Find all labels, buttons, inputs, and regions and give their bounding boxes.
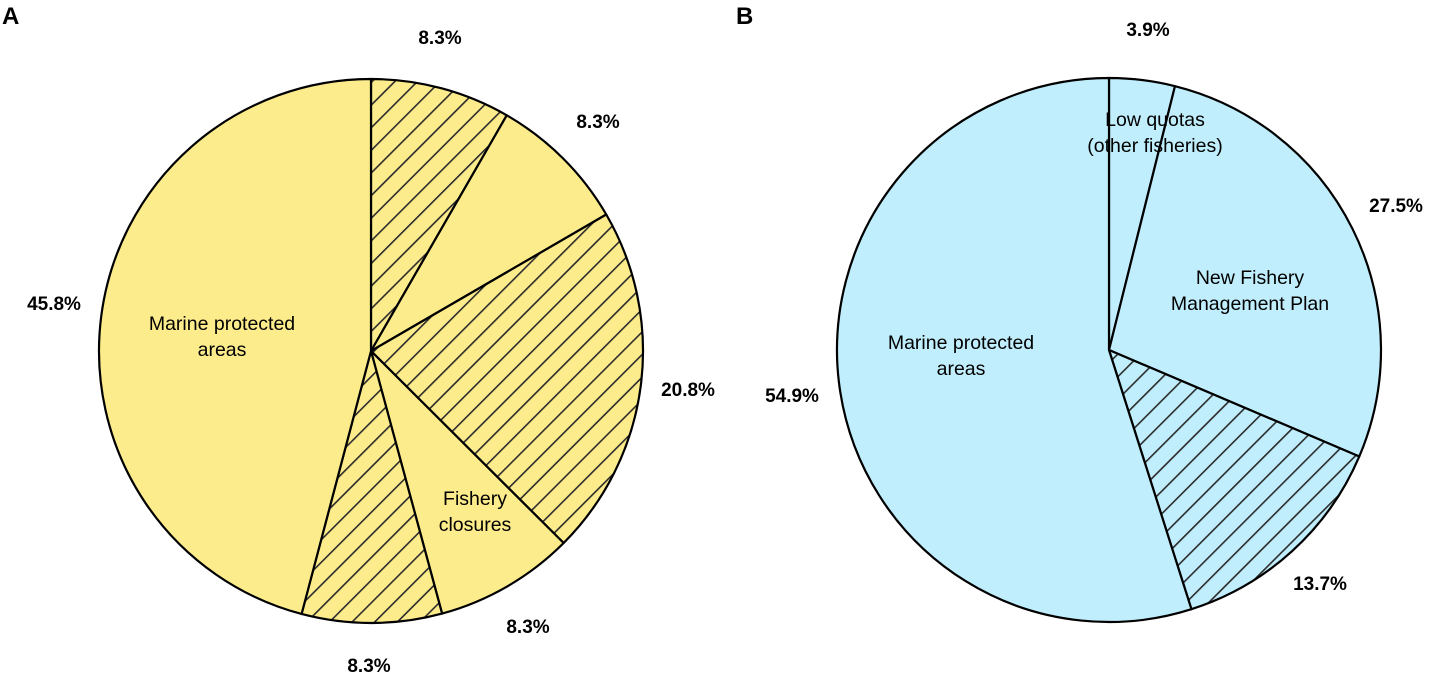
pie-chart-a: 8.3% 8.3% 20.8% 8.3% Fishery closures 8.3% 45.8… [27,28,715,677]
pie-b-slice-2 [1107,85,1383,458]
pie-b-pct-label-4: 54.9% [765,386,819,407]
pie-b-pct-label-3: 13.7% [1293,574,1347,595]
pie-a-pct-label-5: 8.3% [347,656,390,677]
pie-b-free-label-1-line-2: (other fisheries) [1087,135,1222,157]
pie-a-slice-2 [369,114,608,353]
panel-a-letter: A [2,3,19,30]
pie-a-pct-label-3: 20.8% [661,380,715,401]
pie-b-pct-label-2: 27.5% [1369,196,1423,217]
pie-b-pct-label-1: 3.9% [1126,20,1169,41]
pie-b-slice-2-label-line-2: Management Plan [1171,293,1329,315]
pie-a-pct-label-1: 8.3% [418,28,461,49]
pie-a-slice-4-label-line-2: closures [439,514,512,536]
panel-b-letter: B [736,3,753,30]
pie-a-slice-3 [369,213,645,545]
pie-a-slice-6-label-line-1: Marine protected [149,313,295,335]
pie-b-slice-4-label-line-1: Marine protected [888,332,1034,354]
pie-a-pct-label-6: 45.8% [27,294,81,315]
pie-a-pct-label-2: 8.3% [576,112,619,133]
pie-b-free-label-1-line-1: Low quotas [1105,109,1205,131]
pie-chart-b: 3.9% 27.5% New Fishery Management Plan 13.7%… [765,20,1423,624]
pie-b-slice-4-label-line-2: areas [937,358,986,380]
pie-a-pct-label-4: 8.3% [506,617,549,638]
pie-a-slice-6 [97,77,373,616]
pie-a-slice-1 [369,77,508,353]
pie-a-slice-6-label-line-2: areas [198,339,247,361]
pie-b-slice-4 [835,76,1193,624]
pie-a-slice-5 [300,349,444,625]
pie-a-slice-4-label-line-1: Fishery [443,488,507,510]
pie-b-slice-2-label-line-1: New Fishery [1196,267,1305,289]
pie-a-slice-4 [369,349,565,615]
